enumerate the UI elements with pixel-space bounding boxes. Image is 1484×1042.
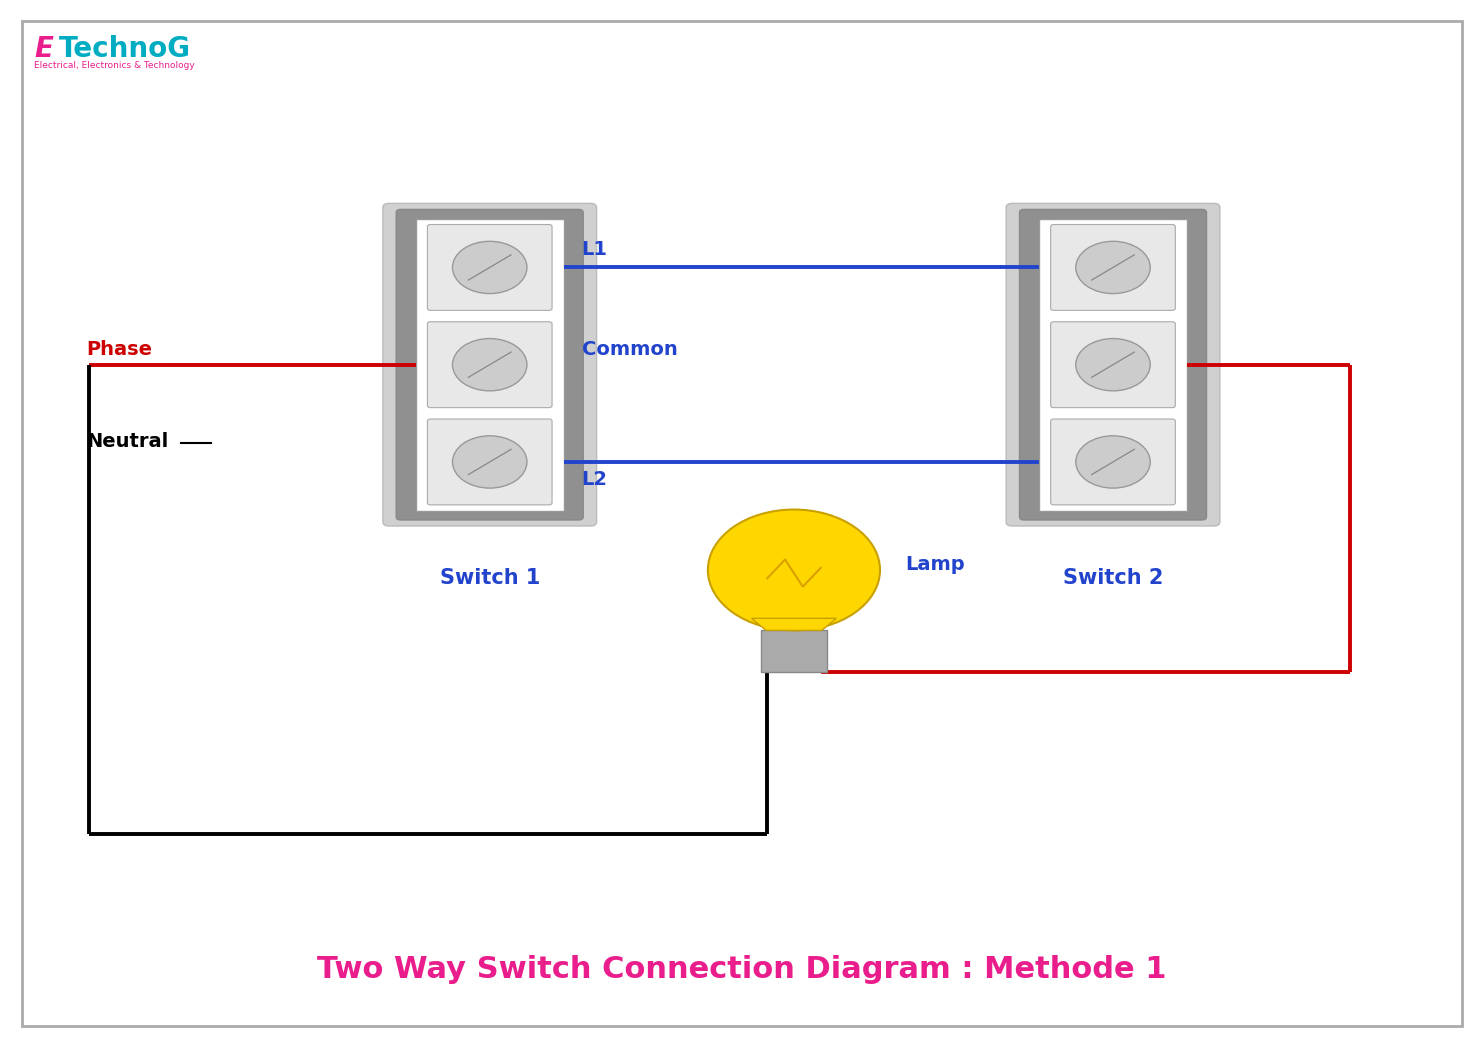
Circle shape — [1076, 339, 1150, 391]
FancyBboxPatch shape — [1020, 209, 1206, 520]
Text: E: E — [34, 35, 53, 63]
Text: Neutral: Neutral — [86, 432, 168, 451]
Text: Common: Common — [582, 341, 678, 359]
FancyBboxPatch shape — [1039, 219, 1187, 511]
Text: TechnoG: TechnoG — [59, 35, 191, 63]
FancyBboxPatch shape — [427, 322, 552, 407]
Text: L1: L1 — [582, 240, 608, 259]
Text: Two Way Switch Connection Diagram : Methode 1: Two Way Switch Connection Diagram : Meth… — [318, 954, 1166, 984]
Polygon shape — [751, 618, 837, 630]
Circle shape — [1076, 242, 1150, 294]
FancyBboxPatch shape — [416, 219, 564, 511]
Text: L2: L2 — [582, 470, 608, 490]
FancyBboxPatch shape — [1006, 203, 1220, 526]
Circle shape — [1076, 436, 1150, 488]
Circle shape — [453, 436, 527, 488]
FancyBboxPatch shape — [427, 419, 552, 505]
Circle shape — [708, 510, 880, 630]
Text: Lamp: Lamp — [905, 555, 965, 574]
FancyBboxPatch shape — [383, 203, 597, 526]
FancyBboxPatch shape — [396, 209, 583, 520]
FancyBboxPatch shape — [1051, 419, 1175, 505]
Circle shape — [453, 339, 527, 391]
Text: Phase: Phase — [86, 341, 151, 359]
Text: Electrical, Electronics & Technology: Electrical, Electronics & Technology — [34, 61, 194, 70]
FancyBboxPatch shape — [427, 224, 552, 311]
Text: Switch 1: Switch 1 — [439, 568, 540, 588]
FancyBboxPatch shape — [761, 630, 827, 672]
FancyBboxPatch shape — [1051, 322, 1175, 407]
Circle shape — [453, 242, 527, 294]
Text: Switch 2: Switch 2 — [1063, 568, 1163, 588]
FancyBboxPatch shape — [1051, 224, 1175, 311]
FancyBboxPatch shape — [22, 21, 1462, 1026]
